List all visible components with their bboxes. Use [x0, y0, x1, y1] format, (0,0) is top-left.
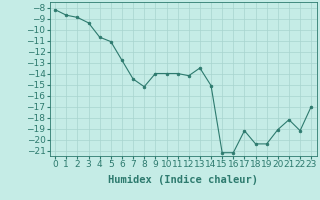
X-axis label: Humidex (Indice chaleur): Humidex (Indice chaleur)	[108, 175, 258, 185]
